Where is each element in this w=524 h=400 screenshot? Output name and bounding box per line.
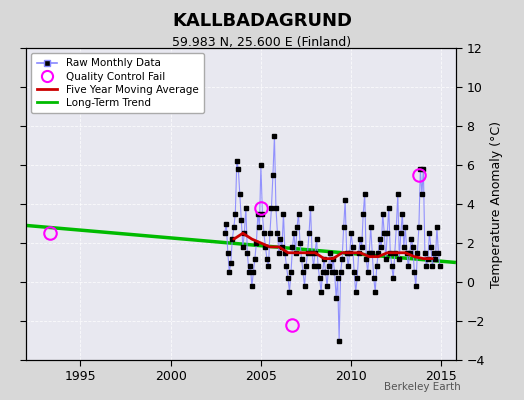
Legend: Raw Monthly Data, Quality Control Fail, Five Year Moving Average, Long-Term Tren: Raw Monthly Data, Quality Control Fail, … xyxy=(31,53,204,113)
Y-axis label: Temperature Anomaly (°C): Temperature Anomaly (°C) xyxy=(490,120,503,288)
Text: Berkeley Earth: Berkeley Earth xyxy=(385,382,461,392)
Text: 59.983 N, 25.600 E (Finland): 59.983 N, 25.600 E (Finland) xyxy=(172,36,352,49)
Text: KALLBADAGRUND: KALLBADAGRUND xyxy=(172,12,352,30)
